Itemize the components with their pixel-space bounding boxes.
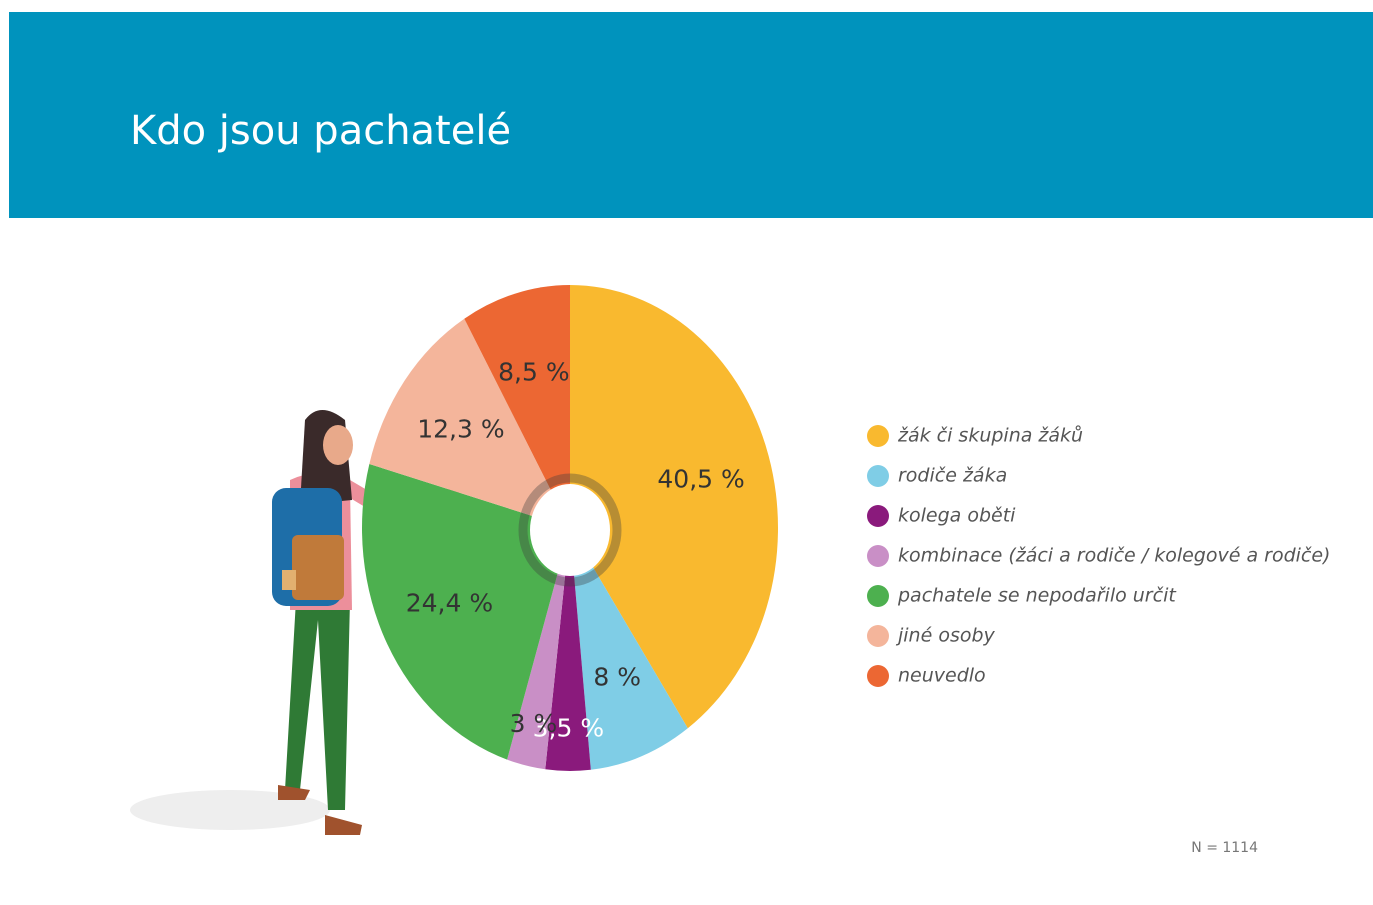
- legend-label: žák či skupina žáků: [897, 425, 1083, 447]
- legend-swatch: [867, 545, 889, 567]
- value-label: 24,4 %: [406, 589, 493, 618]
- legend-label: neuvedlo: [898, 665, 986, 687]
- chart-title: Kdo jsou pachatelé: [130, 108, 511, 154]
- value-label: 40,5 %: [657, 464, 744, 493]
- sample-note: N = 1114: [1191, 840, 1258, 856]
- value-label: 12,3 %: [417, 415, 504, 444]
- legend-label: kolega oběti: [898, 505, 1016, 527]
- value-label: 8,5 %: [498, 357, 569, 386]
- hole: [530, 484, 610, 576]
- legend-swatch: [867, 585, 889, 607]
- legend-label: jiné osoby: [895, 625, 996, 647]
- legend-label: kombinace (žáci a rodiče / kolegové a ro…: [898, 545, 1330, 567]
- legend-swatch: [867, 505, 889, 527]
- legend-label: pachatele se nepodařilo určit: [897, 585, 1177, 607]
- legend-swatch: [867, 625, 889, 647]
- legend-swatch: [867, 665, 889, 687]
- legend-swatch: [867, 425, 889, 447]
- value-label: 8 %: [593, 663, 641, 692]
- legend-swatch: [867, 465, 889, 487]
- page: Kdo jsou pachatelé 40,5 %8 %3,5 %3 %24,4…: [0, 0, 1373, 901]
- legend-label: rodiče žáka: [898, 465, 1007, 487]
- value-label: 3 %: [510, 709, 558, 738]
